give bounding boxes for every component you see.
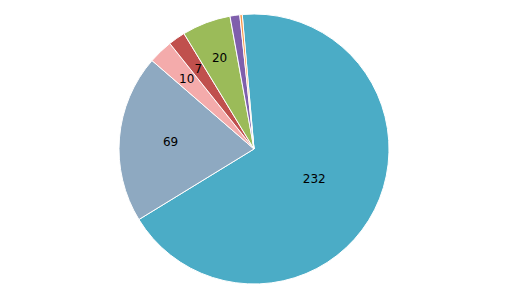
data-label: 20 bbox=[212, 51, 227, 65]
data-label: 10 bbox=[179, 72, 194, 86]
chart-container: 232 69 107 20 bbox=[0, 0, 508, 298]
chart: 232 69 107 20 bbox=[0, 0, 508, 298]
labels: 232 69 107 20 bbox=[163, 51, 326, 186]
pie-slice bbox=[139, 14, 389, 284]
data-label: 232 bbox=[303, 172, 326, 186]
pie-slice bbox=[230, 15, 254, 149]
data-label: 69 bbox=[163, 135, 178, 149]
pie-slice bbox=[240, 15, 254, 149]
slices bbox=[119, 14, 389, 284]
data-label: 7 bbox=[195, 62, 203, 76]
